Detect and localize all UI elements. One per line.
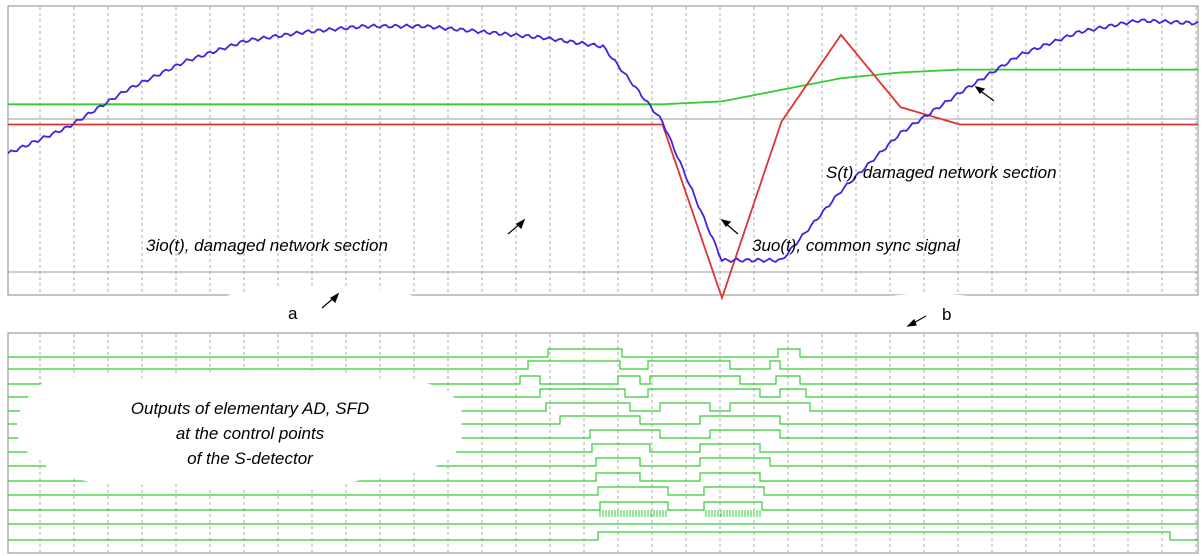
outputs-label-line-1: Outputs of elementary AD, SFD (131, 399, 369, 418)
3uo-t-label: 3uo(t), common sync signal (752, 236, 961, 255)
digital-trace (8, 472, 1198, 482)
s-t-label: S(t), damaged network section (826, 163, 1057, 182)
digital-trace (8, 360, 1198, 370)
digital-output-traces (8, 348, 1198, 541)
outputs-label-line-3: of the S-detector (187, 449, 314, 468)
arrow-to-s-t (974, 86, 995, 102)
digital-trace (8, 457, 1198, 467)
digital-trace (8, 388, 1198, 398)
s-t-series-line (8, 68, 1198, 106)
top-chart-panel (7, 5, 1199, 301)
digital-trace (8, 429, 1198, 439)
digital-trace (8, 402, 1198, 412)
digital-trace (8, 348, 1198, 358)
3io-t-label: 3io(t), damaged network section (146, 236, 388, 255)
outputs-text-cloud (16, 369, 463, 489)
digital-trace (8, 501, 1198, 511)
arrow-near-b (906, 315, 927, 327)
label-b-cloud (820, 294, 1040, 342)
3io-t-series-line (8, 33, 1198, 301)
digital-trace (8, 415, 1198, 425)
panel-label-b: b (942, 305, 951, 324)
label-a-cloud (200, 286, 440, 338)
panel-label-a: a (288, 304, 298, 323)
digital-trace (8, 443, 1198, 453)
bottom-chart-panel (7, 332, 1199, 554)
arrow-near-a (321, 292, 340, 309)
digital-trace (8, 531, 1198, 541)
digital-trace (8, 375, 1198, 385)
digital-trace (8, 486, 1198, 496)
3uo-t-series-line (7, 18, 1199, 264)
arrow-to-3io-t (507, 218, 526, 235)
annotation-arrows (321, 86, 995, 327)
outputs-label-line-2: at the control points (176, 424, 325, 443)
arrow-to-3uo-t (720, 219, 739, 235)
